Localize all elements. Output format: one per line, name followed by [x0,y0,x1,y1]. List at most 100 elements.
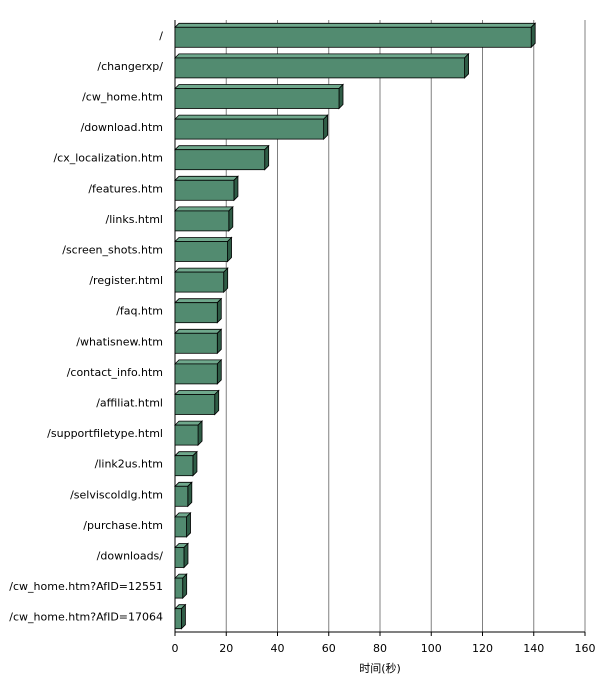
category-label: /downloads/ [97,550,164,563]
bar-side-face [227,236,232,263]
bar-side-face [223,267,229,294]
bar [174,52,470,79]
bar-front-face [174,88,340,109]
category-label: /cw_home.htm [82,91,163,104]
bar-side-face [182,573,188,600]
bar-side-face [228,205,234,232]
bar-front-face [174,516,187,538]
bar-front-face [174,210,230,232]
bar [174,511,192,538]
category-label: /cx_localization.htm [53,152,163,165]
bar-top-face [174,145,270,151]
bar [174,573,188,600]
bar [174,542,189,569]
bar-front-face [174,547,185,568]
bar-front-face [174,302,218,324]
bar [174,114,329,141]
bar-top-face [174,175,239,181]
bar-front-face [174,57,465,79]
bar-front-face [174,118,325,140]
category-label: /selviscoldlg.htm [70,488,163,501]
category-label: /purchase.htm [83,519,163,532]
category-label: / [159,29,163,42]
bar-top-face [174,267,229,273]
bar-top-face [174,359,223,365]
x-tick-label: 160 [575,642,596,655]
bar-side-face [216,358,222,385]
bar-side-face [464,52,469,79]
category-label: /cw_home.htm?AfID=12551 [9,580,163,593]
bar [174,144,270,171]
bar [174,450,198,477]
tick-label-layer: 0 20 40 60 80 100 120 140 160 [172,642,596,655]
bar-top-face [174,84,344,89]
bar-front-face [174,577,184,599]
category-label: /whatisnew.htm [76,335,163,348]
bar [174,83,344,110]
bar-layer [174,22,537,630]
bar-side-face [186,511,191,538]
category-label: /faq.htm [116,305,163,318]
bar [174,481,193,508]
bar-top-face [174,53,470,59]
bar-side-face [192,450,198,477]
bar-side-face [233,175,239,202]
category-label: /features.htm [88,182,163,195]
category-label: /supportfiletype.html [47,427,163,440]
bar-side-face [530,22,536,49]
bar-side-face [338,83,344,110]
category-label: /register.html [89,274,163,287]
grid-layer [225,20,586,632]
bar [174,358,223,385]
bar [174,205,234,232]
bar [174,420,204,447]
bar-front-face [174,394,216,415]
bar [174,175,239,202]
bar-side-face [216,297,222,324]
bar-top-face [174,420,204,426]
x-axis-title: 时间(秒) [359,661,401,675]
x-tick-label: 120 [472,642,493,655]
category-label: /changerxp/ [97,60,163,73]
bar-top-face [174,390,220,395]
bar-front-face [174,241,228,262]
category-label: /affiliat.html [96,397,163,410]
bar-front-face [174,271,225,293]
x-tick-label: 0 [172,642,179,655]
bar-front-face [174,455,194,477]
bar-side-face [264,144,270,171]
category-label: /contact_info.htm [67,366,163,379]
x-tick-label: 100 [421,642,442,655]
x-tick-label: 40 [271,642,285,655]
bar-top-face [174,206,234,212]
bar-side-face [187,481,193,508]
bar-front-face [174,424,199,446]
bar [174,328,223,355]
category-label: /download.htm [81,121,163,134]
bar-side-face [197,420,203,447]
bar-top-face [174,114,329,120]
category-label-layer: / /changerxp/ /cw_home.htm/download.htm/cx… [9,29,163,623]
bar-top-face [174,298,223,304]
bar [174,236,233,263]
bar [174,603,187,630]
bar [174,297,223,324]
category-label: /screen_shots.htm [62,244,163,257]
bar-front-face [174,179,235,201]
bar-top-face [174,22,537,28]
bar-front-face [174,363,218,385]
bar-top-face [174,328,223,334]
bar [174,22,537,49]
bar [174,389,220,416]
bar-side-face [183,542,189,569]
bar-front-face [174,332,218,354]
category-label: /cw_home.htm?AfID=17064 [9,611,163,624]
bar-side-face [323,114,329,141]
bar-side-face [216,328,222,355]
bar-top-face [174,237,233,242]
x-tick-label: 140 [523,642,544,655]
category-label: /link2us.htm [95,458,163,471]
x-tick-label: 20 [219,642,233,655]
